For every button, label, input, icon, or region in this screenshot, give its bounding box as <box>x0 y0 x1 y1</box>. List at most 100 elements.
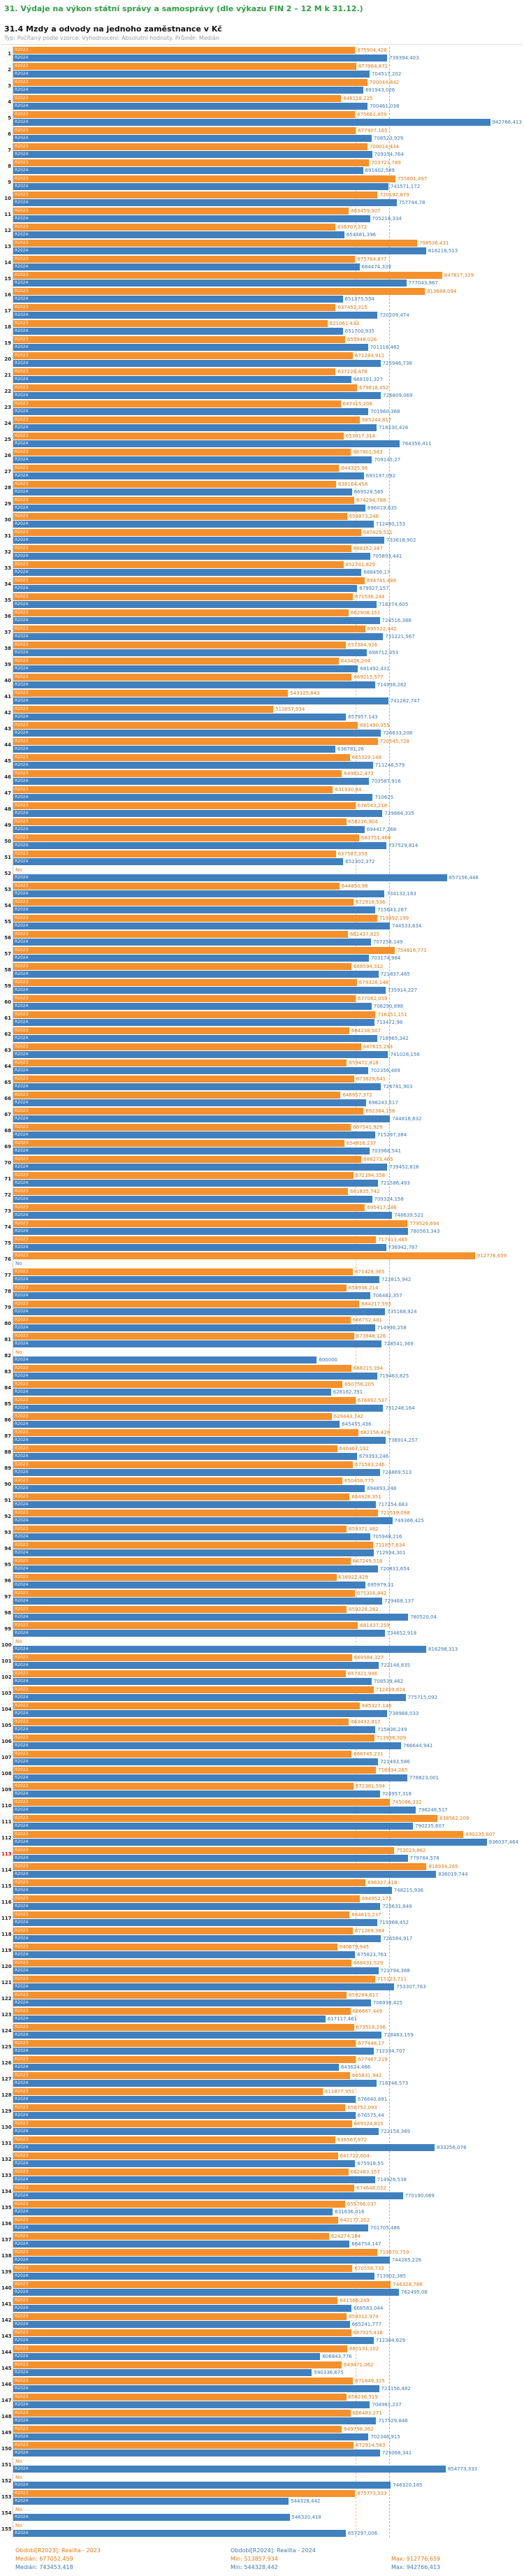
bar-r2023[interactable]: R2023 <box>13 352 353 359</box>
bar-r2024[interactable]: R2024 <box>13 1196 372 1203</box>
bar-r2024[interactable]: R2024 <box>13 408 369 415</box>
bar-r2023[interactable]: R2023 <box>13 1493 350 1500</box>
bar-r2023[interactable]: R2023 <box>13 1847 395 1854</box>
bar-r2023[interactable]: R2023 <box>13 1108 364 1115</box>
bar-r2023[interactable]: R2023 <box>13 577 365 584</box>
bar-r2023[interactable]: R2023 <box>13 2297 338 2304</box>
bar-r2024[interactable]: R2024 <box>13 1067 369 1074</box>
bar-r2023[interactable]: R2023 <box>13 1686 374 1693</box>
bar-r2023[interactable]: R2023 <box>13 384 358 391</box>
bar-r2023[interactable]: R2023 <box>13 63 356 70</box>
bar-r2024[interactable]: R2024 <box>13 1276 379 1283</box>
bar-r2024[interactable]: R2024 <box>13 2514 290 2521</box>
bar-r2023[interactable]: R2023 <box>13 2024 354 2031</box>
bar-r2024[interactable]: R2024 <box>13 1887 392 1894</box>
bar-r2024[interactable]: R2024 <box>13 569 362 576</box>
bar-r2023[interactable]: R2023 <box>13 1863 427 1870</box>
bar-r2024[interactable]: R2024 <box>13 1453 357 1460</box>
bar-r2023[interactable]: R2023 <box>13 2152 338 2159</box>
bar-r2024[interactable]: R2024 <box>13 1823 414 1830</box>
bar-r2023[interactable]: R2023 <box>13 2361 342 2368</box>
bar-r2023[interactable]: R2023 <box>13 1879 366 1886</box>
bar-r2023[interactable]: R2023 <box>13 2169 349 2176</box>
bar-r2024[interactable]: R2024 <box>13 714 347 721</box>
bar-r2024[interactable]: R2024 <box>13 2289 399 2296</box>
bar-r2024[interactable]: R2024 <box>13 1855 408 1862</box>
bar-r2024[interactable]: R2024 <box>13 2208 333 2215</box>
bar-r2023[interactable]: R2023 <box>13 2056 356 2063</box>
bar-r2023[interactable]: R2023 <box>13 111 356 118</box>
bar-r2024[interactable]: R2024 <box>13 1951 356 1958</box>
bar-r2023[interactable]: R2023 <box>13 95 342 102</box>
bar-r2024[interactable]: R2024 <box>13 1630 385 1637</box>
bar-r2023[interactable]: R2023 <box>13 1188 349 1195</box>
bar-r2024[interactable]: R2024 <box>13 1710 387 1717</box>
bar-r2024[interactable]: R2024 <box>13 1244 386 1251</box>
bar-r2024[interactable]: R2024 <box>13 1180 379 1187</box>
bar-r2023[interactable]: R2023 <box>13 802 356 809</box>
bar-r2024[interactable]: R2024 <box>13 2160 356 2167</box>
bar-r2023[interactable]: R2023 <box>13 2249 377 2256</box>
bar-r2023[interactable]: R2023 <box>13 1815 438 1822</box>
bar-r2023[interactable]: R2023 <box>13 127 356 134</box>
bar-r2024[interactable]: R2024 <box>13 1790 380 1797</box>
bar-r2024[interactable]: R2024 <box>13 1774 407 1781</box>
bar-r2024[interactable]: R2024 <box>13 1099 367 1106</box>
bar-r2024[interactable]: R2024 <box>13 2048 374 2055</box>
bar-r2023[interactable]: R2023 <box>13 834 359 841</box>
bar-r2023[interactable]: R2023 <box>13 159 370 166</box>
bar-r2023[interactable]: R2023 <box>13 851 336 858</box>
bar-r2023[interactable]: R2023 <box>13 465 340 472</box>
bar-r2023[interactable]: R2023 <box>13 288 425 295</box>
bar-r2023[interactable]: R2023 <box>13 368 336 375</box>
bar-r2024[interactable]: R2024 <box>13 2305 352 2312</box>
bar-r2023[interactable]: R2023 <box>13 931 348 938</box>
bar-r2023[interactable]: R2023 <box>13 1333 354 1340</box>
bar-r2023[interactable]: R2023 <box>13 754 350 761</box>
bar-r2024[interactable]: R2024 <box>13 826 365 833</box>
bar-r2024[interactable]: R2024 <box>13 167 363 174</box>
bar-r2024[interactable]: R2024 <box>13 665 358 672</box>
bar-r2023[interactable]: R2023 <box>13 593 354 600</box>
bar-r2024[interactable]: R2024 <box>13 2337 374 2344</box>
bar-r2023[interactable]: R2023 <box>13 738 378 745</box>
bar-r2024[interactable]: R2024 <box>13 1051 388 1058</box>
bar-r2024[interactable]: R2024 <box>13 1389 331 1396</box>
bar-r2023[interactable]: R2023 <box>13 320 328 327</box>
bar-r2023[interactable]: R2023 <box>13 722 358 729</box>
bar-r2023[interactable]: R2023 <box>13 770 342 777</box>
bar-r2023[interactable]: R2023 <box>13 1413 332 1420</box>
bar-r2024[interactable]: R2024 <box>13 2112 356 2119</box>
bar-r2024[interactable]: R2024 <box>13 2032 382 2039</box>
bar-r2023[interactable]: R2023 <box>13 2136 335 2143</box>
bar-r2024[interactable]: R2024 <box>13 890 385 897</box>
bar-r2024[interactable]: R2024 <box>13 440 400 447</box>
bar-r2024[interactable]: R2024 <box>13 2176 375 2183</box>
bar-r2023[interactable]: R2023 <box>13 915 377 922</box>
bar-r2024[interactable]: R2024 <box>13 553 371 560</box>
bar-r2023[interactable]: R2023 <box>13 79 367 86</box>
bar-r2023[interactable]: R2023 <box>13 642 346 649</box>
bar-r2023[interactable]: R2023 <box>13 786 333 793</box>
bar-r2023[interactable]: R2023 <box>13 2088 323 2095</box>
bar-r2023[interactable]: R2023 <box>13 1011 376 1018</box>
bar-r2023[interactable]: R2023 <box>13 513 347 520</box>
bar-r2024[interactable]: R2024 <box>13 2273 374 2280</box>
bar-r2024[interactable]: R2024 <box>13 1501 377 1508</box>
bar-r2023[interactable]: R2023 <box>13 336 345 343</box>
bar-r2024[interactable]: R2024 <box>13 1678 372 1685</box>
bar-r2023[interactable]: R2023 <box>13 1027 349 1034</box>
bar-r2023[interactable]: R2023 <box>13 1831 464 1838</box>
bar-r2024[interactable]: R2024 <box>13 231 344 238</box>
bar-r2023[interactable]: R2023 <box>13 1301 360 1308</box>
bar-r2024[interactable]: R2024 <box>13 794 373 801</box>
bar-r2024[interactable]: R2024 <box>13 810 383 817</box>
bar-r2024[interactable]: R2024 <box>13 1405 384 1412</box>
legend-r2023[interactable]: Období[R2023]: Realita - 2023 <box>15 2547 101 2554</box>
bar-r2023[interactable]: R2023 <box>13 995 356 1002</box>
bar-r2023[interactable]: R2023 <box>13 1590 355 1597</box>
bar-r2023[interactable]: R2023 <box>13 272 442 279</box>
bar-r2023[interactable]: R2023 <box>13 2281 391 2288</box>
bar-r2023[interactable]: R2023 <box>13 1606 347 1613</box>
bar-r2024[interactable]: R2024 <box>13 103 368 110</box>
